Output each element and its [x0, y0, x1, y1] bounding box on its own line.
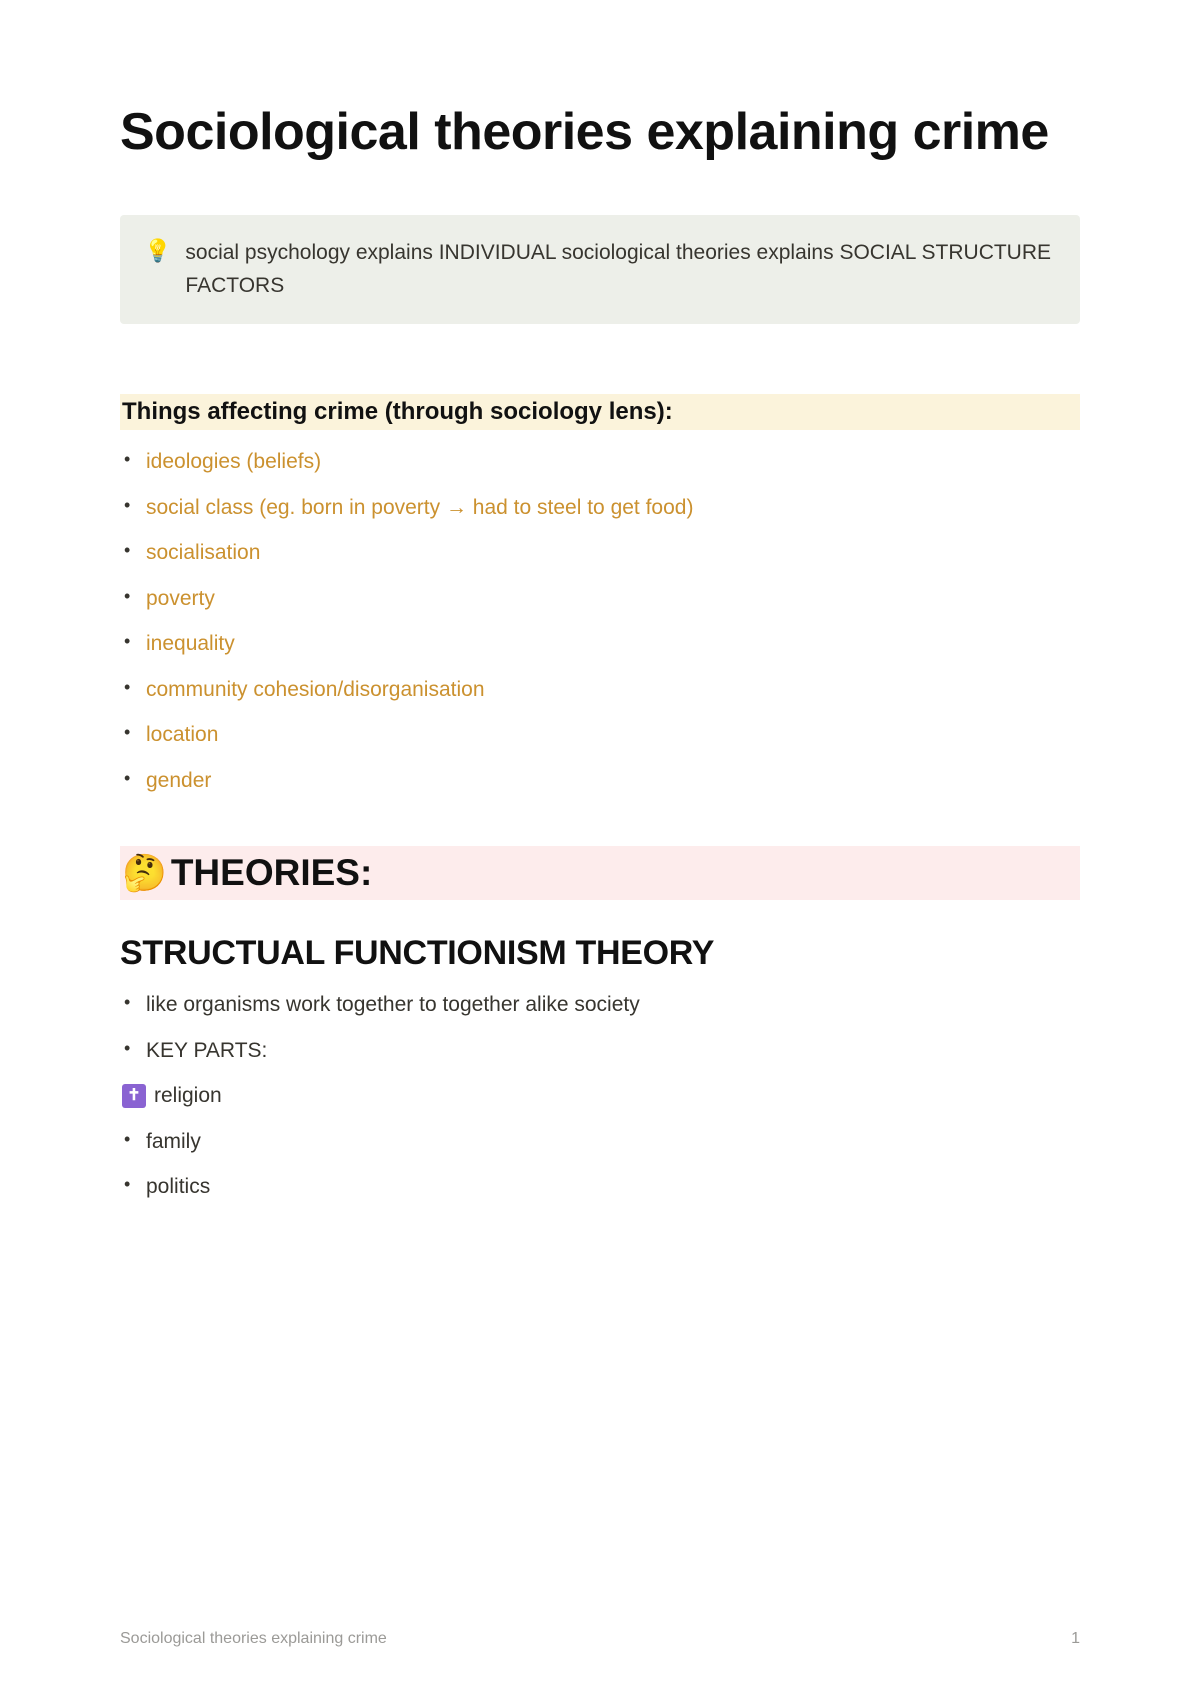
section-heading-factors: Things affecting crime (through sociolog…: [120, 394, 1080, 430]
list-item: family: [146, 1126, 1080, 1158]
list-item: politics: [146, 1171, 1080, 1203]
list-item: like organisms work together to together…: [146, 989, 1080, 1021]
list-item: poverty: [146, 583, 1080, 615]
list-item: gender: [146, 765, 1080, 797]
callout-text: social psychology explains INDIVIDUAL so…: [185, 237, 1056, 302]
religion-label: religion: [154, 1080, 222, 1112]
footer-title: Sociological theories explaining crime: [120, 1630, 387, 1648]
keyparts-list: family politics: [120, 1126, 1080, 1203]
list-item: social class (eg. born in poverty → had …: [146, 492, 1080, 524]
lightbulb-icon: 💡: [144, 237, 171, 266]
list-item: socialisation: [146, 537, 1080, 569]
callout-block: 💡 social psychology explains INDIVIDUAL …: [120, 215, 1080, 324]
factors-list: ideologies (beliefs) social class (eg. b…: [120, 446, 1080, 796]
list-item: inequality: [146, 628, 1080, 660]
religion-line: ✝ religion: [122, 1080, 1080, 1112]
thinking-icon: 🤔: [122, 852, 167, 894]
footer-page-number: 1: [1071, 1630, 1080, 1648]
list-item: community cohesion/disorganisation: [146, 674, 1080, 706]
cross-icon: ✝: [122, 1084, 146, 1108]
subtheory-list: like organisms work together to together…: [120, 989, 1080, 1066]
subtheory-heading: STRUCTUAL FUNCTIONISM THEORY: [120, 934, 1080, 973]
list-item: KEY PARTS:: [146, 1035, 1080, 1067]
page-title: Sociological theories explaining crime: [120, 100, 1080, 165]
theories-heading: 🤔 THEORIES:: [120, 846, 1080, 900]
theories-heading-text: THEORIES:: [171, 852, 372, 894]
list-item: location: [146, 719, 1080, 751]
page-footer: Sociological theories explaining crime 1: [120, 1630, 1080, 1648]
list-item: ideologies (beliefs): [146, 446, 1080, 478]
